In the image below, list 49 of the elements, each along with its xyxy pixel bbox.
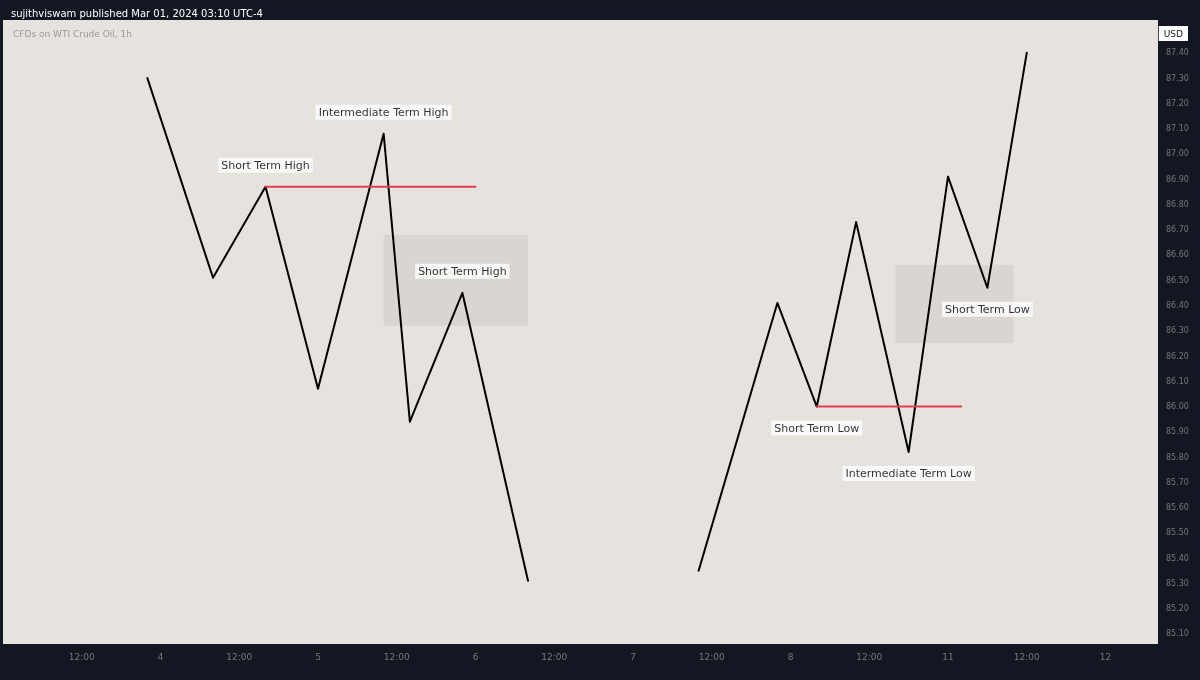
y-tick-label: 86.40 [1166,300,1189,310]
y-tick-label: 85.60 [1166,503,1189,513]
y-tick-label: 87.20 [1166,98,1189,108]
y-tick-label: 85.90 [1166,427,1189,437]
x-tick-label: 7 [630,651,636,662]
line-series [697,51,1028,572]
annotation: Short Term Low [944,302,1030,316]
annotation: Intermediate Term Low [845,467,972,480]
annotation: Short Term High [221,158,310,172]
y-tick-label: 86.80 [1166,199,1189,209]
x-tick-label: 11 [942,651,954,662]
x-tick-label: 12:00 [1013,651,1040,662]
x-tick-label: 12:00 [68,651,95,662]
y-tick-label: 86.70 [1166,225,1189,235]
y-tick-label: 87.10 [1166,124,1189,134]
y-tick-label: 86.60 [1166,250,1189,260]
x-tick-label: 12 [1099,651,1112,662]
x-tick-label: 4 [157,651,164,662]
y-tick-label: 86.90 [1166,174,1189,184]
x-tick-label: 12:00 [541,651,568,662]
annotation: Intermediate Term High [318,105,449,119]
y-tick-label: 86.00 [1166,402,1189,412]
text: CFDs on WTI Crude Oil, 1h [13,28,132,39]
y-tick-label: 85.20 [1166,604,1189,614]
y-tick-label: 86.20 [1166,351,1189,361]
y-tick-label: 85.70 [1166,477,1189,487]
x-tick-label: 12:00 [383,651,410,662]
y-tick-label: 85.30 [1166,578,1189,588]
y-tick-label: 85.40 [1166,553,1189,563]
y-tick-label: 85.50 [1166,528,1189,538]
line-series [146,77,529,582]
y-tick-label: 87.40 [1166,48,1189,58]
chart-subtitle: sujithviswam published Mar 01, 2024 03:10 UTC-4 [11,7,263,19]
y-tick-label: 86.50 [1166,275,1189,285]
y-tick-label: 87.30 [1166,73,1189,83]
x-tick-label: 8 [787,651,794,662]
y-tick-label: 87.00 [1166,149,1189,159]
y-tick-label: 86.10 [1166,376,1189,386]
x-tick-label: 5 [315,651,321,662]
y-tick-label: 85.80 [1166,452,1189,462]
x-tick-label: 12:00 [698,651,725,662]
y-tick-label: 85.10 [1166,629,1189,639]
x-tick-label: 12:00 [856,651,883,662]
y-tick-label: 86.30 [1166,326,1189,336]
annotation: Short Term High [418,264,507,278]
y-axis-title: USD [1163,28,1184,39]
x-tick-label: 6 [472,651,479,662]
annotation: Short Term Low [774,421,860,435]
x-tick-label: 12:00 [226,651,253,662]
